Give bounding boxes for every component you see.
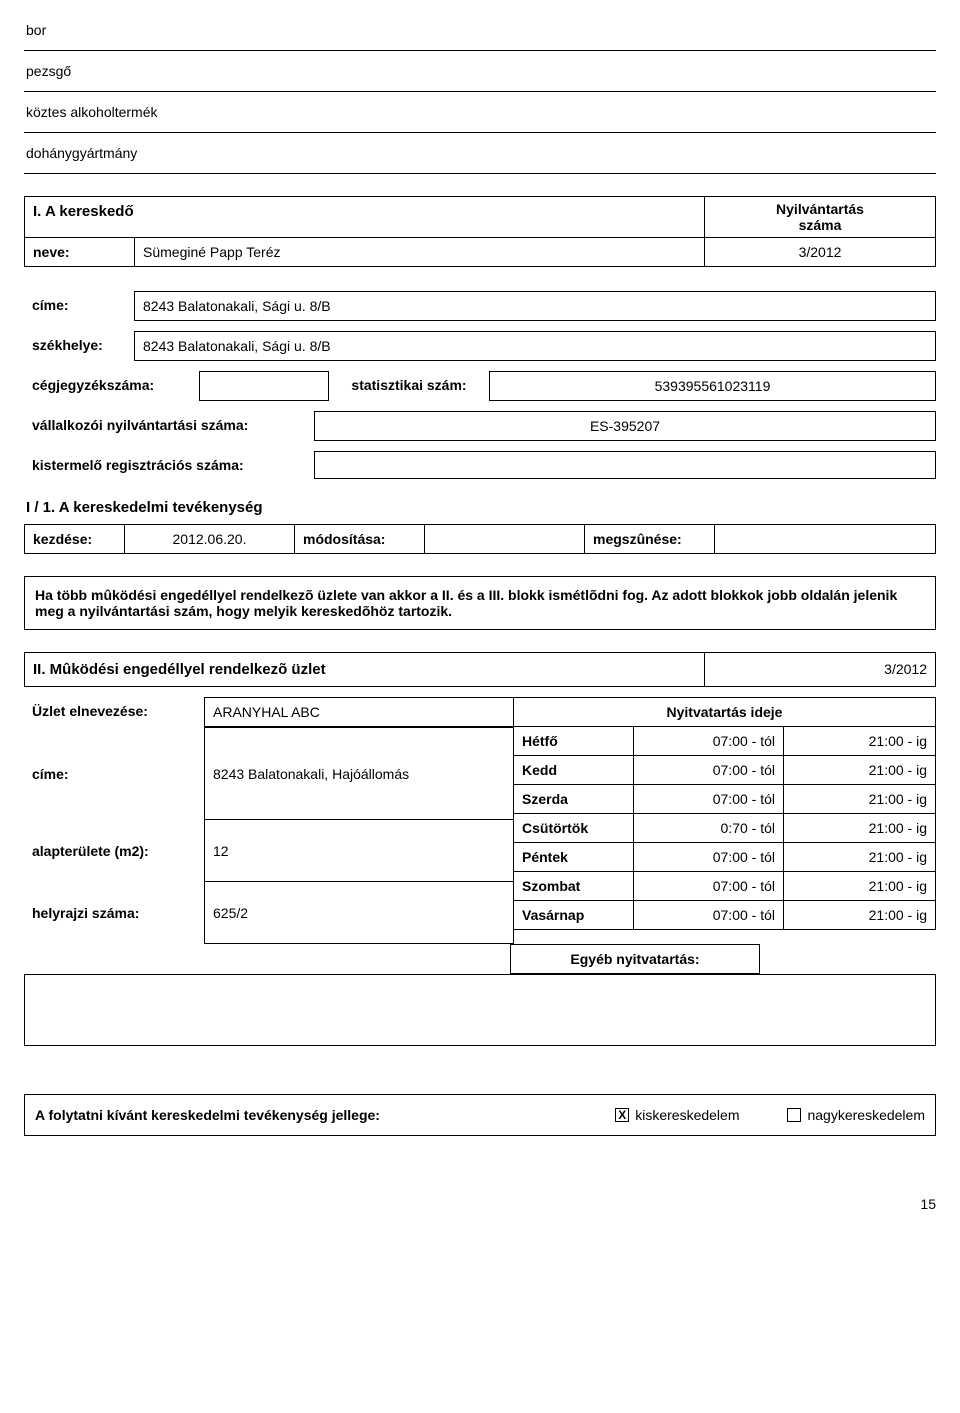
modos-label: módosítása: [295,525,425,553]
shop-addr-label: címe: [24,727,204,820]
addr-label: címe: [24,291,134,321]
day-name: Szerda [514,785,634,813]
name-label: neve: [25,238,135,266]
reg-number: 3/2012 [705,238,935,266]
day-to: 21:00 - ig [784,814,935,842]
day-name: Péntek [514,843,634,871]
section2-regnum: 3/2012 [705,653,935,686]
product-item: dohánygyártmány [24,141,936,174]
day-row: Szombat 07:00 - tól 21:00 - ig [514,872,936,901]
ceg-value [199,371,329,401]
merchant-name-row: neve: Sümeginé Papp Teréz 3/2012 [24,238,936,267]
seat-value: 8243 Balatonakali, Sági u. 8/B [134,331,936,361]
cb-label: kiskereskedelem [635,1107,739,1123]
kist-row: kistermelő regisztrációs száma: [24,451,936,479]
modos-value [425,525,585,553]
section1-header: I. A kereskedő Nyilvántartás száma [24,196,936,238]
footer-text: A folytatni kívánt kereskedelmi tevékeny… [35,1107,615,1123]
day-name: Kedd [514,756,634,784]
day-name: Szombat [514,872,634,900]
vny-row: vállalkozói nyilvántartási száma: ES-395… [24,411,936,441]
day-from: 0:70 - tól [634,814,784,842]
seat-row: székhelye: 8243 Balatonakali, Sági u. 8/… [24,331,936,361]
day-from: 07:00 - tól [634,727,784,755]
shop-details-row: címe: 8243 Balatonakali, Hajóállomás ala… [24,727,936,944]
addr-value: 8243 Balatonakali, Sági u. 8/B [134,291,936,321]
shop-addr-value: 8243 Balatonakali, Hajóállomás [204,727,514,820]
day-row: Hétfő 07:00 - tól 21:00 - ig [514,727,936,756]
megsz-label: megszûnése: [585,525,715,553]
stat-label: statisztikai szám: [329,371,489,401]
day-to: 21:00 - ig [784,785,935,813]
day-from: 07:00 - tól [634,785,784,813]
day-row: Kedd 07:00 - tól 21:00 - ig [514,756,936,785]
day-to: 21:00 - ig [784,901,935,929]
day-to: 21:00 - ig [784,843,935,871]
day-from: 07:00 - tól [634,843,784,871]
day-from: 07:00 - tól [634,872,784,900]
shop-left-col: címe: 8243 Balatonakali, Hajóállomás ala… [24,727,514,944]
egyeb-label: Egyéb nyitvatartás: [510,944,760,974]
day-name: Csütörtök [514,814,634,842]
day-row: Szerda 07:00 - tól 21:00 - ig [514,785,936,814]
activity-dates-row: kezdése: 2012.06.20. módosítása: megszûn… [24,524,936,554]
section2-title: II. Mûködési engedéllyel rendelkezõ üzle… [25,653,705,686]
reg-header: Nyilvántartás száma [705,197,935,237]
checkbox-group: X kiskereskedelem nagykereskedelem [615,1107,925,1123]
vny-value: ES-395207 [314,411,936,441]
day-to: 21:00 - ig [784,727,935,755]
opening-hours-title: Nyitvatartás ideje [514,697,936,727]
kezdes-label: kezdése: [25,525,125,553]
day-name: Vasárnap [514,901,634,929]
kist-value [314,451,936,479]
shop-area-label: alapterülete (m2): [24,820,204,882]
reg-header-l2: száma [799,217,842,233]
section1-title: I. A kereskedő [25,197,705,237]
name-value: Sümeginé Papp Teréz [135,238,705,266]
egyeb-box [24,974,936,1046]
vny-label: vállalkozói nyilvántartási száma: [24,411,314,441]
megsz-value [715,525,935,553]
checkbox-icon: X [615,1108,629,1122]
day-from: 07:00 - tól [634,756,784,784]
shop-name-value: ARANYHAL ABC [204,697,514,727]
product-item: bor [24,18,936,51]
day-row: Vasárnap 07:00 - tól 21:00 - ig [514,901,936,930]
cb-nagykereskedelem[interactable]: nagykereskedelem [787,1107,925,1123]
seat-label: székhelye: [24,331,134,361]
stat-value: 539395561023119 [489,371,936,401]
shop-hrsz-value: 625/2 [204,882,514,944]
ceg-label: cégjegyzékszáma: [24,371,199,401]
shop-area-value: 12 [204,820,514,882]
checkbox-icon [787,1108,801,1122]
day-to: 21:00 - ig [784,756,935,784]
day-row: Péntek 07:00 - tól 21:00 - ig [514,843,936,872]
opening-hours-table: Hétfő 07:00 - tól 21:00 - ig Kedd 07:00 … [514,727,936,944]
reg-header-l1: Nyilvántartás [776,201,864,217]
shop-name-row: Üzlet elnevezése: ARANYHAL ABC Nyitvatar… [24,697,936,727]
day-row: Csütörtök 0:70 - tól 21:00 - ig [514,814,936,843]
day-name: Hétfő [514,727,634,755]
day-from: 07:00 - tól [634,901,784,929]
kezdes-value: 2012.06.20. [125,525,295,553]
product-item: köztes alkoholtermék [24,100,936,133]
day-to: 21:00 - ig [784,872,935,900]
cb-label: nagykereskedelem [807,1107,925,1123]
activity-title: I / 1. A kereskedelmi tevékenység [26,499,936,516]
section2-header: II. Mûködési engedéllyel rendelkezõ üzle… [24,652,936,687]
product-item: pezsgő [24,59,936,92]
product-list: bor pezsgő köztes alkoholtermék dohánygy… [24,18,936,174]
shop-name-label: Üzlet elnevezése: [24,697,204,727]
footer-row: A folytatni kívánt kereskedelmi tevékeny… [24,1094,936,1136]
company-stat-row: cégjegyzékszáma: statisztikai szám: 5393… [24,371,936,401]
kist-label: kistermelő regisztrációs száma: [24,451,314,479]
address-row: címe: 8243 Balatonakali, Sági u. 8/B [24,291,936,321]
shop-hrsz-label: helyrajzi száma: [24,882,204,944]
cb-kiskereskedelem[interactable]: X kiskereskedelem [615,1107,739,1123]
page-number: 15 [24,1196,936,1212]
note-box: Ha több mûködési engedéllyel rendelkezõ … [24,576,936,630]
